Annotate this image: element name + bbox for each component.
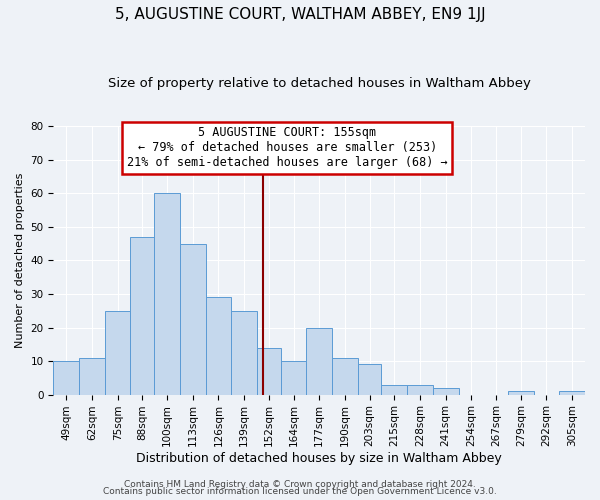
Bar <box>382 384 407 394</box>
Text: Contains public sector information licensed under the Open Government Licence v3: Contains public sector information licen… <box>103 487 497 496</box>
Bar <box>433 388 458 394</box>
Bar <box>130 237 154 394</box>
Bar <box>332 358 358 395</box>
Bar <box>180 244 206 394</box>
Bar <box>257 348 281 395</box>
Bar <box>154 194 180 394</box>
Bar <box>105 311 130 394</box>
Bar <box>53 361 79 394</box>
Bar <box>508 391 533 394</box>
Bar <box>407 384 433 394</box>
Text: 5 AUGUSTINE COURT: 155sqm
← 79% of detached houses are smaller (253)
21% of semi: 5 AUGUSTINE COURT: 155sqm ← 79% of detac… <box>127 126 448 170</box>
Bar <box>358 364 382 394</box>
Text: 5, AUGUSTINE COURT, WALTHAM ABBEY, EN9 1JJ: 5, AUGUSTINE COURT, WALTHAM ABBEY, EN9 1… <box>115 8 485 22</box>
Bar <box>231 311 257 394</box>
X-axis label: Distribution of detached houses by size in Waltham Abbey: Distribution of detached houses by size … <box>136 452 502 465</box>
Bar <box>559 391 585 394</box>
Bar <box>281 361 307 394</box>
Title: Size of property relative to detached houses in Waltham Abbey: Size of property relative to detached ho… <box>108 78 530 90</box>
Bar <box>307 328 332 394</box>
Bar <box>206 298 231 394</box>
Bar <box>79 358 105 395</box>
Y-axis label: Number of detached properties: Number of detached properties <box>15 173 25 348</box>
Text: Contains HM Land Registry data © Crown copyright and database right 2024.: Contains HM Land Registry data © Crown c… <box>124 480 476 489</box>
